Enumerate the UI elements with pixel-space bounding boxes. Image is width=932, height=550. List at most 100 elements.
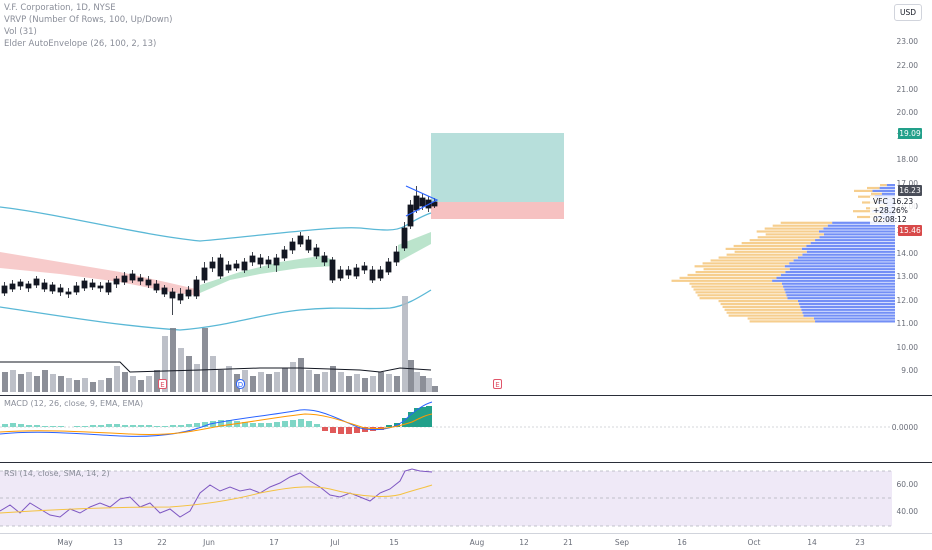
volume-profile-bar-up: [776, 276, 895, 279]
chart-title[interactable]: V.F. Corporation, 1D, NYSE: [4, 3, 116, 13]
volume-profile-bar-up: [783, 285, 895, 288]
macd-histogram-bar: [114, 424, 120, 427]
volume-profile-bar-up: [813, 317, 895, 320]
price-axis-label: 21.00: [896, 85, 918, 94]
candle-body: [413, 195, 420, 211]
macd-histogram-bar-positive: [426, 406, 432, 427]
price-chart-canvas[interactable]: [0, 0, 932, 395]
volume-profile-bar-down: [722, 305, 801, 308]
stop-zone: [431, 202, 564, 219]
rsi-chart-canvas[interactable]: [0, 463, 932, 533]
volume-profile-bar-up: [802, 311, 895, 314]
lower-envelope-line: [0, 289, 432, 331]
volume-profile-bar-down: [695, 291, 786, 294]
candle-body: [137, 277, 144, 282]
volume-bar: [122, 372, 128, 392]
volume-profile-bar-down: [880, 184, 887, 187]
volume-profile-bar-down: [703, 268, 790, 271]
macd-histogram-bar: [50, 426, 56, 427]
candle-body: [329, 259, 336, 281]
candle-body: [209, 261, 216, 269]
time-axis-label: 17: [269, 538, 279, 547]
macd-histogram-bar: [250, 423, 256, 427]
indicator-elder-envelope[interactable]: Elder AutoEnvelope (26, 100, 2, 13): [4, 39, 157, 49]
volume-profile-bar-up: [785, 271, 895, 274]
candle-body: [17, 281, 24, 287]
rsi-axis-label-60: 60.00: [896, 480, 918, 489]
price-axis-label: 11.00: [896, 319, 918, 328]
macd-histogram-bar-positive: [402, 418, 408, 427]
volume-bar: [242, 370, 248, 392]
volume-profile-bar-down: [687, 273, 781, 277]
price-axis-label: 20.00: [896, 108, 918, 117]
volume-profile-bar-up: [797, 256, 895, 259]
candle-body: [225, 264, 232, 271]
candle-body: [241, 261, 248, 271]
volume-bar: [10, 370, 16, 392]
volume-profile-bar-up: [872, 189, 895, 192]
candle-body: [121, 275, 128, 283]
currency-button[interactable]: USD: [894, 4, 922, 21]
time-axis-label: Sep: [614, 538, 630, 547]
macd-histogram-bar: [274, 422, 280, 427]
chart-legend: V.F. Corporation, 1D, NYSE VRVP (Number …: [4, 2, 172, 50]
macd-histogram-bar: [306, 421, 312, 427]
macd-pane[interactable]: MACD (12, 26, close, 9, EMA, EMA) 0.0000: [0, 396, 932, 462]
candle-body: [345, 269, 352, 276]
macd-histogram-bar: [154, 426, 160, 427]
price-pane[interactable]: V.F. Corporation, 1D, NYSE VRVP (Number …: [0, 0, 932, 395]
volume-bar: [330, 366, 336, 392]
earnings-marker[interactable]: E: [158, 379, 167, 389]
candle-body: [419, 197, 426, 207]
macd-legend[interactable]: MACD (12, 26, close, 9, EMA, EMA): [4, 399, 144, 408]
volume-profile-bar-up: [780, 273, 895, 277]
macd-histogram-bar: [18, 424, 24, 427]
earnings-marker-upcoming[interactable]: E: [493, 379, 502, 389]
price-axis-label: 10.00: [896, 343, 918, 352]
volume-bar: [282, 368, 288, 392]
rsi-legend[interactable]: RSI (14, close, SMA, 14, 2): [4, 469, 110, 478]
macd-histogram-bar: [282, 421, 288, 427]
dividend-marker[interactable]: D: [236, 379, 245, 389]
price-axis-label: 22.00: [896, 61, 918, 70]
rsi-pane[interactable]: RSI (14, close, SMA, 14, 2) 60.00 40.00: [0, 463, 932, 533]
volume-profile-bar-up: [800, 305, 895, 308]
indicator-vrvp[interactable]: VRVP (Number Of Rows, 100, Up/Down): [4, 15, 173, 25]
candle-body: [407, 204, 414, 227]
time-axis-label: 21: [563, 538, 573, 547]
time-axis-label: May: [57, 538, 73, 547]
macd-histogram-bar: [210, 421, 216, 427]
time-axis[interactable]: May 13 22 Jun 17 Jul 15 Aug 12 21 Sep 16 Oct 14 23: [0, 535, 932, 550]
pane-divider[interactable]: [0, 395, 932, 396]
candle-body: [73, 285, 80, 293]
volume-bar: [186, 356, 192, 392]
volume-bar: [226, 366, 232, 392]
candle-body: [113, 278, 120, 285]
volume-profile-bar-down: [671, 279, 773, 282]
indicator-volume[interactable]: Vol (31): [4, 27, 37, 37]
macd-histogram-bar: [138, 425, 144, 427]
volume-bar: [338, 372, 344, 392]
bullish-envelope-band: [200, 256, 335, 293]
volume-profile-bar-down: [718, 256, 798, 259]
bullish-envelope-band: [398, 232, 431, 262]
time-axis-divider: [0, 533, 932, 534]
volume-profile-bar-down: [756, 230, 819, 233]
volume-bar: [98, 380, 104, 392]
volume-profile-bar-up: [801, 308, 895, 311]
candle-body: [169, 291, 176, 299]
volume-bar: [74, 380, 80, 392]
volume-bar: [346, 376, 352, 392]
volume-bar: [210, 356, 216, 392]
rsi-band: [0, 471, 892, 526]
pane-divider[interactable]: [0, 462, 932, 463]
candle-body: [41, 282, 48, 290]
macd-chart-canvas[interactable]: [0, 396, 932, 462]
time-axis-label: 16: [677, 538, 687, 547]
candle-body: [233, 263, 240, 269]
high-price-tag: 16.23: [898, 185, 922, 196]
candle-body: [393, 251, 400, 263]
macd-histogram-bar-negative: [346, 427, 352, 434]
volume-profile-bar-up: [832, 221, 895, 224]
macd-histogram-bar: [242, 422, 248, 427]
